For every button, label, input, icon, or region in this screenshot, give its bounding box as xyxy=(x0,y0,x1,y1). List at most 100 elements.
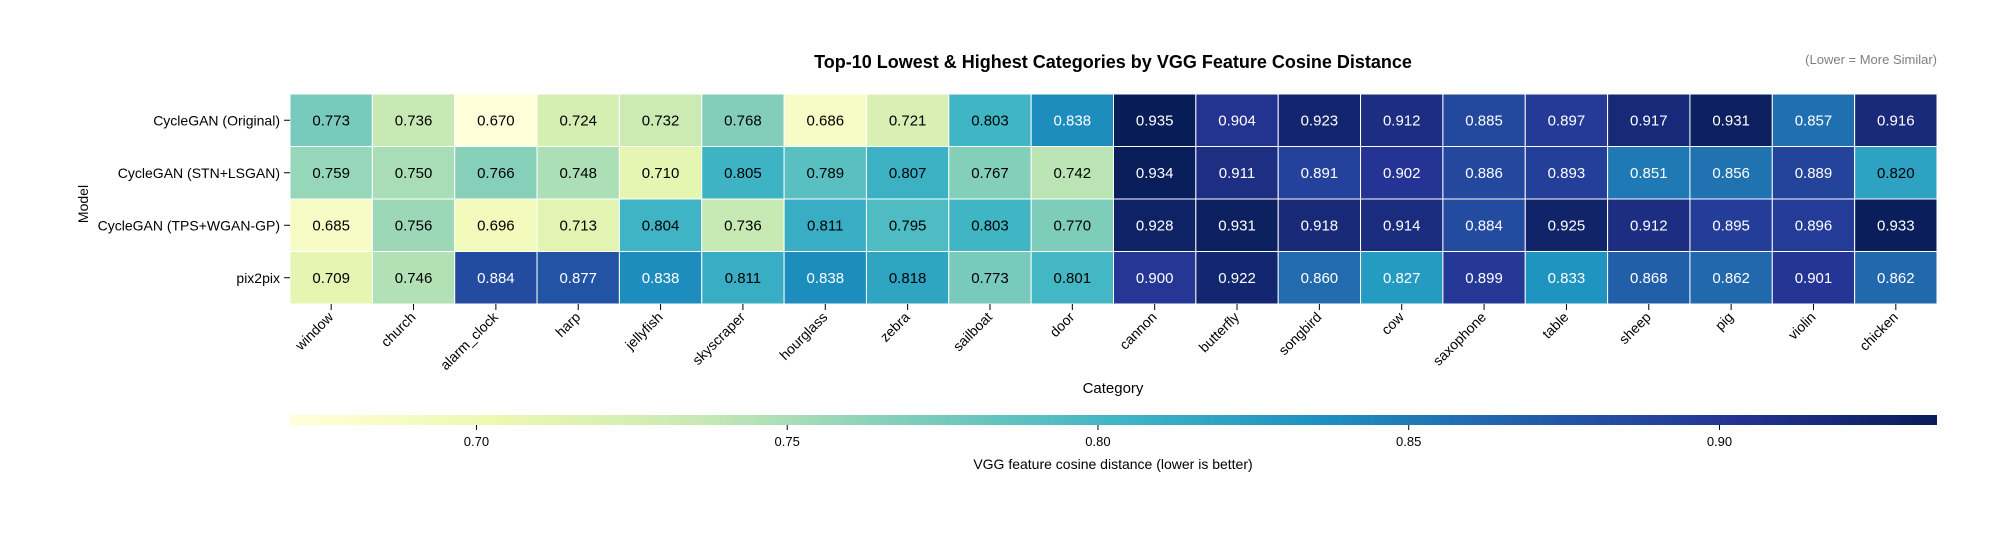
colorbar-tick-label: 0.85 xyxy=(1396,434,1421,449)
heatmap-cell xyxy=(1277,251,1362,305)
column-tick-label: window xyxy=(291,308,337,354)
cell-value-label: 0.925 xyxy=(1548,217,1586,234)
column-tick-label: jellyfish xyxy=(621,309,665,353)
cell-value-label: 0.931 xyxy=(1218,217,1256,234)
cell-value-label: 0.713 xyxy=(559,217,597,234)
cell-value-label: 0.709 xyxy=(312,270,350,287)
cell-value-label: 0.759 xyxy=(312,165,350,182)
cell-value-label: 0.889 xyxy=(1795,165,1833,182)
cell-value-label: 0.912 xyxy=(1630,217,1668,234)
cell-value-label: 0.877 xyxy=(559,270,597,287)
cell-value-label: 0.670 xyxy=(477,112,515,129)
cell-value-label: 0.811 xyxy=(725,270,761,287)
cell-value-label: 0.931 xyxy=(1712,112,1750,129)
cell-value-label: 0.756 xyxy=(395,217,433,234)
heatmap-cell xyxy=(701,198,785,252)
cell-value-label: 0.724 xyxy=(559,112,597,129)
cell-value-label: 0.886 xyxy=(1465,165,1503,182)
heatmap-cell xyxy=(1360,251,1444,305)
heatmap-cell xyxy=(1854,251,1938,305)
heatmap-cell xyxy=(1195,93,1279,147)
cell-value-label: 0.884 xyxy=(1465,217,1503,234)
heatmap-cell xyxy=(1607,146,1691,200)
heatmap-cell xyxy=(536,251,620,305)
cell-value-label: 0.750 xyxy=(395,165,433,182)
heatmap-cell xyxy=(618,146,703,200)
cell-value-label: 0.916 xyxy=(1877,112,1915,129)
heatmap-cell xyxy=(1771,93,1856,147)
cell-value-label: 0.736 xyxy=(395,112,433,129)
heatmap-cell xyxy=(289,146,373,200)
cell-value-label: 0.893 xyxy=(1548,165,1586,182)
heatmap-cell xyxy=(454,146,538,200)
heatmap-cell xyxy=(1277,198,1362,252)
heatmap-cell xyxy=(1771,146,1856,200)
heatmap-cell xyxy=(865,93,950,147)
cell-value-label: 0.748 xyxy=(559,165,597,182)
heatmap-cell xyxy=(948,146,1032,200)
heatmap-cell xyxy=(1854,146,1938,200)
heatmap-cells: 0.773 0.736 0.670 0.724 0.732 0.768 0.686 0.721… xyxy=(289,93,1938,305)
column-tick-label: skyscraper xyxy=(689,309,748,368)
column-tick-label: saxophone xyxy=(1429,309,1489,369)
heatmap-cell xyxy=(1113,198,1197,252)
row-tick-labels: CycleGAN (Original) CycleGAN (STN+LSGAN) C… xyxy=(98,112,290,286)
colorbar-tick-label: 0.80 xyxy=(1085,434,1110,449)
cell-value-label: 0.696 xyxy=(477,217,515,234)
column-tick-label: alarm_clock xyxy=(437,308,502,373)
heatmap-cell xyxy=(1689,93,1773,147)
heatmap-cell xyxy=(948,251,1032,305)
heatmap-cell xyxy=(1442,251,1526,305)
heatmap-cell xyxy=(371,198,456,252)
heatmap-cell xyxy=(1442,198,1526,252)
cell-value-label: 0.851 xyxy=(1630,165,1668,182)
row-tick-label: pix2pix xyxy=(236,270,280,286)
cell-value-label: 0.922 xyxy=(1218,270,1256,287)
heatmap-cell xyxy=(1360,198,1444,252)
column-tick-label: sheep xyxy=(1616,309,1654,347)
column-tick-label: harp xyxy=(552,309,583,340)
heatmap-cell xyxy=(1524,198,1609,252)
cell-value-label: 0.768 xyxy=(724,112,762,129)
colorbar xyxy=(290,415,1937,425)
cell-value-label: 0.795 xyxy=(889,217,927,234)
cell-value-label: 0.911 xyxy=(1219,165,1255,182)
heatmap-cell xyxy=(1113,146,1197,200)
cell-value-label: 0.904 xyxy=(1218,112,1256,129)
cell-value-label: 0.801 xyxy=(1054,270,1092,287)
cell-value-label: 0.934 xyxy=(1136,165,1174,182)
heatmap-cell xyxy=(1030,93,1115,147)
cell-value-label: 0.746 xyxy=(395,270,433,287)
chart-title: Top-10 Lowest & Highest Categories by VG… xyxy=(814,52,1412,72)
cell-value-label: 0.833 xyxy=(1548,270,1586,287)
cell-value-label: 0.856 xyxy=(1712,165,1750,182)
cell-value-label: 0.805 xyxy=(724,165,762,182)
cell-value-label: 0.895 xyxy=(1712,217,1750,234)
heatmap-cell xyxy=(865,146,950,200)
heatmap-cell xyxy=(1524,146,1609,200)
heatmap-cell xyxy=(1524,93,1609,147)
cell-value-label: 0.896 xyxy=(1795,217,1833,234)
heatmap-cell xyxy=(1524,251,1609,305)
heatmap-cell xyxy=(865,198,950,252)
cell-value-label: 0.838 xyxy=(807,270,845,287)
column-tick-label: door xyxy=(1046,309,1077,340)
cell-value-label: 0.685 xyxy=(312,217,350,234)
cell-value-label: 0.885 xyxy=(1465,112,1503,129)
colorbar-tick-label: 0.75 xyxy=(775,434,800,449)
heatmap-cell xyxy=(783,198,867,252)
cell-value-label: 0.862 xyxy=(1712,270,1750,287)
heatmap-cell xyxy=(454,198,538,252)
heatmap-cell xyxy=(948,198,1032,252)
heatmap-cell xyxy=(1771,251,1856,305)
column-tick-label: songbird xyxy=(1275,309,1324,358)
cell-value-label: 0.857 xyxy=(1795,112,1833,129)
colorbar-tick-label: 0.90 xyxy=(1707,434,1732,449)
cell-value-label: 0.923 xyxy=(1301,112,1339,129)
cell-value-label: 0.807 xyxy=(889,165,927,182)
heatmap-cell xyxy=(536,93,620,147)
heatmap-cell xyxy=(454,93,538,147)
cell-value-label: 0.838 xyxy=(1054,112,1092,129)
cell-value-label: 0.928 xyxy=(1136,217,1174,234)
